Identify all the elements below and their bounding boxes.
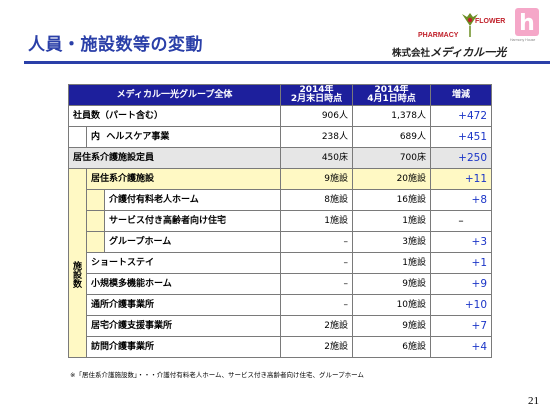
healthcare-spacer — [67, 126, 88, 148]
facility-diff: +1 — [430, 252, 493, 274]
facility-label: 居住系介護施設 — [86, 168, 282, 190]
facility-feb: – — [280, 273, 354, 295]
facility-feb: 2施設 — [280, 315, 354, 337]
capacity-label: 居住系介護施設定員 — [67, 147, 282, 169]
employees-label: 社員数（パート含む） — [67, 105, 282, 127]
facility-diff: +4 — [430, 336, 493, 358]
harmony-house-text: Harmony House — [510, 38, 536, 42]
harmony-house-mark: h — [519, 11, 535, 36]
title-underline — [24, 61, 550, 64]
facility-diff: +8 — [430, 189, 493, 211]
flower-logo-text: FLOWER — [475, 18, 506, 25]
harmony-house-icon: h — [515, 8, 539, 36]
facility-diff: +3 — [430, 231, 493, 253]
healthcare-feb: 238人 — [280, 126, 354, 148]
header-feb-date: 2月末日時点 — [290, 94, 343, 104]
facility-feb: – — [280, 294, 354, 316]
facility-apr: 10施設 — [352, 294, 432, 316]
header-apr-date: 4月1日時点 — [367, 94, 416, 104]
facility-label: 居宅介護支援事業所 — [86, 315, 282, 337]
header-diff-col: 増減 — [430, 84, 493, 106]
facility-apr: 3施設 — [352, 231, 432, 253]
table-row-healthcare: 内 ヘルスケア事業 238人 689人 +451 — [67, 126, 493, 148]
table-row: 訪問介護事業所 2施設 6施設 +4 — [69, 336, 493, 358]
page-title: 人員・施設数等の変動 — [28, 35, 203, 55]
facilities-group-label: 施設数 — [67, 168, 88, 358]
facility-apr: 20施設 — [352, 168, 432, 190]
facility-label: グループホーム — [104, 231, 282, 253]
table-row: 介護付有料老人ホーム 8施設 16施設 +8 — [69, 189, 493, 211]
facility-label: ショートステイ — [86, 252, 282, 274]
capacity-diff: +250 — [430, 147, 493, 169]
healthcare-prefix: 内 — [91, 131, 101, 142]
facility-label: 訪問介護事業所 — [86, 336, 282, 358]
capacity-apr: 700床 — [352, 147, 432, 169]
facility-diff: +7 — [430, 315, 493, 337]
facility-label: サービス付き高齢者向け住宅 — [104, 210, 282, 232]
table-row: 小規模多機能ホーム – 9施設 +9 — [69, 273, 493, 295]
pharmacy-logo-text: PHARMACY — [418, 32, 459, 39]
facility-diff: – — [430, 210, 493, 232]
table-row: ショートステイ – 1施設 +1 — [69, 252, 493, 274]
facility-feb: 2施設 — [280, 336, 354, 358]
facility-apr: 1施設 — [352, 210, 432, 232]
facilities-group-text: 施設数 — [73, 262, 83, 290]
facility-feb: 8施設 — [280, 189, 354, 211]
facility-label: 通所介護事業所 — [86, 294, 282, 316]
capacity-feb: 450床 — [280, 147, 354, 169]
footnote: ※「居住系介護施設数」・・・介護付有料老人ホーム、サービス付き高齢者向け住宅、グ… — [70, 371, 364, 379]
facility-apr: 9施設 — [352, 273, 432, 295]
page-number: 21 — [528, 395, 539, 407]
facility-apr: 6施設 — [352, 336, 432, 358]
facility-diff: +10 — [430, 294, 493, 316]
employees-apr: 1,378人 — [352, 105, 432, 127]
facility-feb: 1施設 — [280, 210, 354, 232]
facility-indent — [86, 210, 106, 232]
company-prefix: 株式会社 — [392, 48, 431, 59]
facility-diff: +11 — [430, 168, 493, 190]
header-feb-year: 2014年 — [299, 85, 334, 95]
facility-apr: 16施設 — [352, 189, 432, 211]
facility-apr: 9施設 — [352, 315, 432, 337]
table-row: 居宅介護支援事業所 2施設 9施設 +7 — [69, 315, 493, 337]
facility-indent — [86, 189, 106, 211]
healthcare-label-cell: 内 ヘルスケア事業 — [86, 126, 282, 148]
table-row-capacity: 居住系介護施設定員 450床 700床 +250 — [67, 147, 493, 169]
staff-facilities-table: メディカル一光グループ全体 2014年 2月末日時点 2014年 4月1日時点 … — [67, 84, 493, 358]
table-row: サービス付き高齢者向け住宅 1施設 1施設 – — [69, 210, 493, 232]
table-row: 通所介護事業所 – 10施設 +10 — [69, 294, 493, 316]
facility-indent — [86, 231, 106, 253]
header-feb-col: 2014年 2月末日時点 — [280, 84, 354, 106]
header-apr-year: 2014年 — [374, 85, 409, 95]
facility-label: 小規模多機能ホーム — [86, 273, 282, 295]
employees-diff: +472 — [430, 105, 493, 127]
facility-feb: – — [280, 231, 354, 253]
healthcare-diff: +451 — [430, 126, 493, 148]
company-name: メディカル一光 — [430, 46, 507, 59]
facility-diff: +9 — [430, 273, 493, 295]
healthcare-label: ヘルスケア事業 — [106, 131, 170, 142]
flower-icon — [462, 13, 478, 37]
facility-feb: – — [280, 252, 354, 274]
healthcare-apr: 689人 — [352, 126, 432, 148]
header-group-label: メディカル一光グループ全体 — [67, 84, 282, 106]
table-row: 施設数 居住系介護施設 9施設 20施設 +11 — [67, 168, 493, 358]
employees-feb: 906人 — [280, 105, 354, 127]
facility-label: 介護付有料老人ホーム — [104, 189, 282, 211]
table-header-row: メディカル一光グループ全体 2014年 2月末日時点 2014年 4月1日時点 … — [67, 84, 493, 106]
pharmacy-flower-logo: PHARMACY FLOWER — [418, 10, 506, 46]
facility-feb: 9施設 — [280, 168, 354, 190]
table-row: グループホーム – 3施設 +3 — [69, 231, 493, 253]
facility-apr: 1施設 — [352, 252, 432, 274]
company-logo: 株式会社メディカル一光 — [392, 44, 506, 60]
harmony-house-logo: h Harmony House — [510, 6, 542, 46]
table-row-employees: 社員数（パート含む） 906人 1,378人 +472 — [67, 105, 493, 127]
header-apr-col: 2014年 4月1日時点 — [352, 84, 432, 106]
